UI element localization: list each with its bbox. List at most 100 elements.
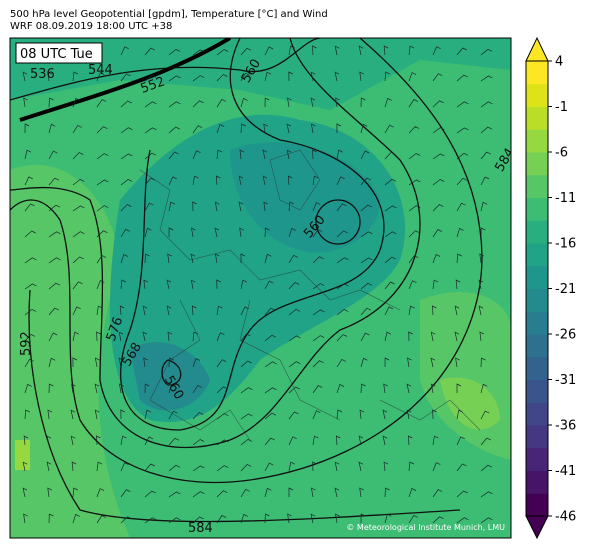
colorbar-extend — [525, 515, 549, 540]
wind-barb — [192, 358, 201, 368]
colorbar-band — [526, 61, 548, 85]
wind-barb — [288, 436, 297, 446]
wind-barb — [24, 333, 36, 342]
wind-barb — [144, 227, 152, 238]
wind-barb — [358, 461, 364, 472]
colorbar-tick-label: -6 — [555, 146, 568, 161]
wind-barb — [192, 516, 204, 524]
wind-barb — [478, 279, 484, 290]
wind-barb — [24, 149, 32, 160]
wind-barb — [335, 435, 341, 446]
wind-barb — [479, 331, 485, 342]
wind-barb — [408, 153, 421, 160]
wind-barb — [336, 230, 348, 238]
wind-barb — [214, 201, 220, 212]
wind-barb — [216, 439, 229, 446]
wind-barb — [264, 387, 277, 394]
colorbar-band — [526, 197, 548, 221]
wind-barb — [312, 202, 321, 212]
wind-barb — [384, 357, 390, 368]
time-box — [15, 42, 103, 64]
wind-barb — [312, 385, 323, 394]
wind-barb — [263, 123, 268, 134]
wind-barb — [120, 462, 129, 472]
wind-barb — [214, 253, 220, 264]
wind-barb — [240, 413, 253, 420]
wind-barb — [168, 151, 179, 160]
contour-label: 584 — [188, 521, 213, 536]
wind-barb — [216, 386, 228, 394]
wind-barb — [144, 177, 156, 186]
wind-barb — [168, 75, 181, 82]
wind-barb — [288, 308, 301, 316]
wind-barb — [239, 227, 244, 238]
wind-barb — [72, 357, 78, 368]
wind-barb — [167, 331, 173, 342]
subtitle: WRF 08.09.2019 18:00 UTC +38 — [10, 21, 172, 32]
wind-barb — [456, 383, 462, 393]
map: 536 544 552 560 584 560 576 568 560 592 … — [10, 38, 511, 538]
wind-barb — [287, 97, 292, 108]
wind-barb — [216, 490, 228, 498]
title: 500 hPa level Geopotential [gpdm], Tempe… — [10, 9, 328, 20]
wind-barb — [144, 517, 157, 524]
wind-barb — [360, 357, 368, 368]
wind-barb — [384, 281, 395, 290]
wind-barb — [264, 361, 277, 368]
wind-barb — [383, 461, 389, 472]
wind-barb — [48, 513, 54, 524]
wind-barb — [120, 489, 131, 498]
wind-barb — [384, 331, 392, 342]
wind-barb — [48, 257, 61, 264]
wind-barb — [408, 331, 413, 342]
colorbar-tick-label: 4 — [555, 55, 563, 70]
wind-barb — [455, 279, 461, 290]
wind-barb — [310, 97, 316, 108]
wind-barb — [454, 331, 460, 342]
colorbar-band — [526, 493, 548, 517]
wind-barb — [72, 152, 84, 160]
wind-barb — [142, 305, 148, 316]
wind-barb — [120, 254, 128, 264]
wind-barb — [336, 283, 349, 290]
wind-barb — [336, 203, 347, 212]
wind-barb — [168, 227, 174, 238]
wind-barb — [238, 201, 244, 212]
wind-barb — [214, 227, 220, 238]
wind-barb — [72, 256, 84, 264]
wind-barb — [240, 97, 248, 108]
wind-barb — [312, 410, 321, 420]
wind-barb — [94, 383, 100, 394]
wind-barb — [384, 124, 394, 134]
wind-barb — [238, 175, 244, 186]
wind-barb — [168, 101, 181, 108]
wind-barb — [144, 253, 150, 264]
wind-barb — [360, 97, 366, 108]
wind-barb — [383, 45, 389, 56]
wind-barb — [120, 153, 133, 160]
map-frame — [9, 37, 512, 539]
wind-barb — [287, 175, 293, 186]
wind-barb — [359, 71, 364, 82]
wind-barb — [48, 307, 59, 316]
wind-barb — [312, 309, 325, 316]
colorbar-band — [526, 106, 548, 130]
colorbar-tick-label: -26 — [555, 328, 576, 343]
wind-barb — [48, 357, 56, 368]
wind-barb — [216, 98, 227, 108]
wind-barb — [264, 227, 270, 238]
wind-barb — [24, 308, 37, 316]
wind-barb — [456, 253, 462, 264]
wind-barb — [456, 101, 469, 108]
wind-barb — [23, 513, 28, 524]
wind-barb — [23, 435, 29, 446]
wind-barb — [24, 358, 34, 368]
wind-barb — [456, 436, 465, 446]
colorbar-band — [526, 129, 548, 153]
wind-barb — [480, 383, 488, 394]
wind-barb — [480, 151, 491, 160]
wind-barb — [336, 384, 345, 394]
wind-barb — [264, 71, 272, 82]
wind-barb — [72, 513, 80, 524]
